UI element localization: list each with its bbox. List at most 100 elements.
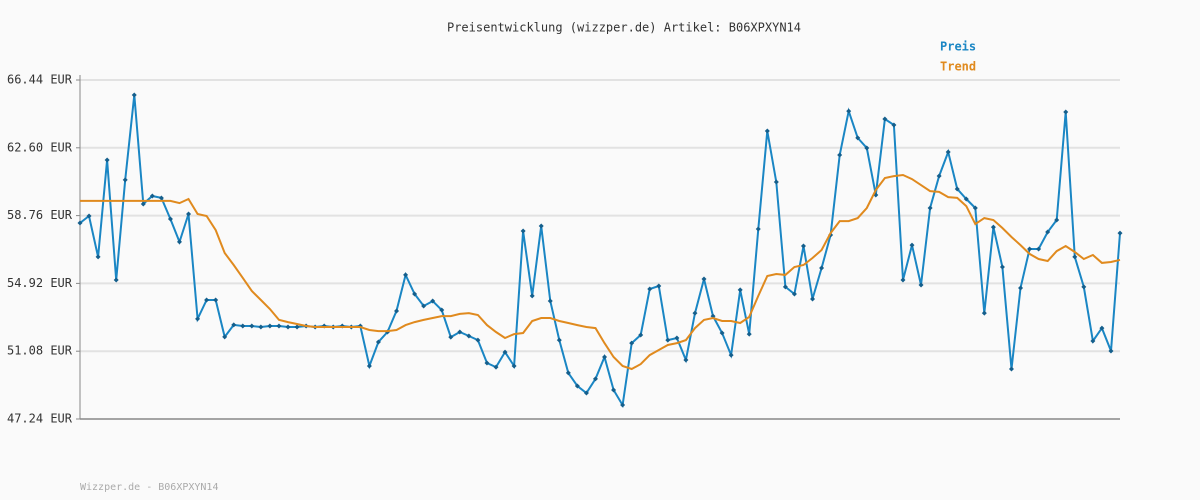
- data-point: [1036, 246, 1042, 252]
- data-point: [999, 264, 1005, 270]
- data-point: [366, 363, 372, 369]
- data-point: [176, 239, 182, 245]
- y-tick-label: 54.92 EUR: [7, 276, 73, 290]
- data-point: [421, 303, 427, 309]
- data-point: [574, 383, 580, 389]
- data-point: [493, 364, 499, 370]
- data-point: [294, 324, 300, 330]
- data-point: [538, 223, 544, 229]
- data-point: [104, 157, 110, 163]
- data-point: [475, 337, 481, 343]
- data-point: [231, 322, 237, 328]
- data-point: [1117, 230, 1123, 236]
- data-point: [656, 283, 662, 289]
- data-point: [629, 340, 635, 346]
- data-point: [511, 363, 517, 369]
- y-tick-label: 62.60 EUR: [7, 140, 73, 154]
- data-point: [855, 135, 861, 141]
- y-tick-label: 47.24 EUR: [7, 412, 73, 426]
- data-point: [900, 277, 906, 283]
- data-point: [529, 293, 535, 299]
- data-point: [249, 323, 255, 329]
- data-point: [611, 387, 617, 393]
- data-point: [520, 228, 526, 234]
- data-point: [204, 297, 210, 303]
- data-point: [791, 291, 797, 297]
- data-point: [945, 149, 951, 155]
- data-point: [819, 265, 825, 271]
- data-point: [95, 254, 101, 260]
- data-point: [547, 298, 553, 304]
- data-point: [647, 286, 653, 292]
- data-point: [1072, 254, 1078, 260]
- data-point: [1063, 109, 1069, 115]
- data-point: [240, 323, 246, 329]
- data-point: [1045, 229, 1051, 235]
- data-point: [122, 177, 128, 183]
- data-point: [1018, 285, 1024, 291]
- data-point: [186, 211, 192, 217]
- legend-label: Preis: [940, 40, 976, 54]
- data-point: [565, 370, 571, 376]
- data-point: [846, 108, 852, 114]
- y-tick-label: 58.76 EUR: [7, 208, 73, 222]
- data-point: [909, 242, 915, 248]
- data-point: [158, 195, 164, 201]
- data-point: [502, 349, 508, 355]
- data-point: [674, 335, 680, 341]
- data-point: [782, 284, 788, 290]
- data-point: [375, 339, 381, 345]
- data-point: [701, 276, 707, 282]
- data-point: [1027, 246, 1033, 252]
- data-point: [195, 316, 201, 322]
- data-point: [810, 296, 816, 302]
- data-point: [891, 122, 897, 128]
- data-point: [1090, 338, 1096, 344]
- data-point: [394, 308, 400, 314]
- data-point: [466, 333, 472, 339]
- data-point: [972, 205, 978, 211]
- data-point: [1008, 366, 1014, 372]
- data-point: [556, 337, 562, 343]
- data-point: [927, 205, 933, 211]
- data-point: [430, 298, 436, 304]
- data-point: [131, 92, 137, 98]
- data-point: [683, 357, 689, 363]
- data-point: [583, 390, 589, 396]
- data-point: [864, 145, 870, 151]
- series-line: [80, 173, 1121, 371]
- data-point: [285, 324, 291, 330]
- data-point: [638, 332, 644, 338]
- data-point: [167, 216, 173, 222]
- data-point: [665, 337, 671, 343]
- data-point: [719, 330, 725, 336]
- data-point: [936, 173, 942, 179]
- data-point: [764, 128, 770, 134]
- data-point: [1054, 217, 1060, 223]
- data-point: [403, 272, 409, 278]
- footer: Wizzper.de - B06XPXYN14: [80, 482, 218, 493]
- data-point: [963, 196, 969, 202]
- data-point: [602, 354, 608, 360]
- data-point: [1099, 325, 1105, 331]
- data-point: [484, 360, 490, 366]
- data-point: [918, 282, 924, 288]
- data-point: [954, 186, 960, 192]
- data-point: [267, 323, 273, 329]
- data-point: [981, 310, 987, 316]
- data-point: [448, 334, 454, 340]
- data-point: [746, 331, 752, 337]
- data-point: [592, 376, 598, 382]
- data-point: [620, 402, 626, 408]
- data-point: [77, 220, 83, 226]
- chart-title: Preisentwicklung (wizzper.de) Artikel: B…: [447, 21, 801, 35]
- data-point: [258, 324, 264, 330]
- legend-label: Trend: [940, 60, 976, 74]
- data-point: [755, 226, 761, 232]
- data-point: [773, 179, 779, 185]
- data-point: [149, 193, 155, 199]
- y-tick-label: 66.44 EUR: [7, 73, 73, 87]
- data-point: [728, 352, 734, 358]
